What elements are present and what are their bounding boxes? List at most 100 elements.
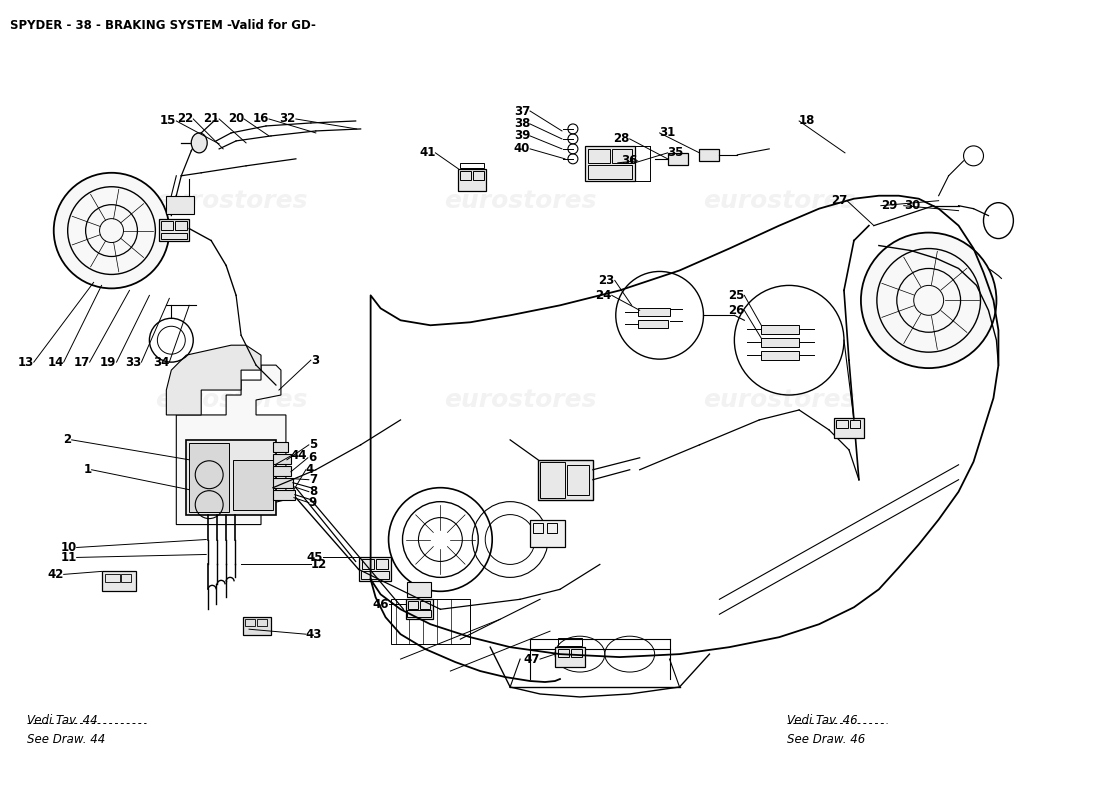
- Bar: [638, 308, 670, 316]
- Text: 19: 19: [100, 356, 117, 369]
- Text: 20: 20: [228, 113, 244, 126]
- Bar: [571, 649, 582, 657]
- Text: eurostores: eurostores: [444, 189, 596, 213]
- Text: 21: 21: [202, 113, 219, 126]
- Bar: [160, 218, 189, 241]
- Text: 23: 23: [598, 274, 615, 287]
- Bar: [359, 558, 390, 582]
- Bar: [761, 351, 799, 360]
- Text: 25: 25: [728, 289, 745, 302]
- Text: 30: 30: [904, 199, 920, 212]
- Bar: [460, 163, 484, 168]
- Text: 27: 27: [830, 194, 847, 207]
- Text: 22: 22: [177, 113, 194, 126]
- Text: 37: 37: [514, 105, 530, 118]
- Text: 18: 18: [799, 114, 815, 127]
- Text: 12: 12: [311, 558, 327, 571]
- Text: 31: 31: [660, 126, 675, 139]
- Polygon shape: [176, 365, 286, 525]
- Bar: [104, 574, 120, 582]
- Text: 29: 29: [881, 199, 898, 212]
- Text: 47: 47: [524, 653, 540, 666]
- Text: SPYDER - 38 - BRAKING SYSTEM -Valid for GD-: SPYDER - 38 - BRAKING SYSTEM -Valid for …: [10, 19, 316, 32]
- Bar: [459, 169, 486, 190]
- Text: 33: 33: [125, 356, 142, 369]
- Text: 2: 2: [64, 434, 72, 446]
- Text: 11: 11: [60, 551, 77, 564]
- Bar: [668, 153, 688, 165]
- Bar: [850, 420, 860, 428]
- Text: 38: 38: [514, 118, 530, 130]
- Text: 15: 15: [160, 114, 176, 127]
- Bar: [162, 221, 174, 230]
- Text: 41: 41: [419, 146, 436, 159]
- Bar: [566, 465, 588, 494]
- Text: 3: 3: [311, 354, 319, 366]
- Text: eurostores: eurostores: [703, 189, 856, 213]
- Bar: [273, 442, 288, 452]
- Bar: [273, 454, 290, 464]
- Bar: [547, 522, 557, 533]
- Text: 26: 26: [728, 304, 745, 317]
- Text: 35: 35: [668, 146, 684, 159]
- Ellipse shape: [861, 233, 997, 368]
- Bar: [121, 574, 132, 582]
- Bar: [166, 196, 195, 214]
- Bar: [273, 466, 290, 476]
- Text: 13: 13: [18, 356, 34, 369]
- Polygon shape: [166, 345, 261, 415]
- Text: 6: 6: [308, 451, 316, 464]
- Bar: [460, 170, 471, 180]
- Text: 34: 34: [153, 356, 169, 369]
- Bar: [761, 326, 799, 334]
- Bar: [558, 649, 569, 657]
- Text: 8: 8: [309, 485, 317, 498]
- Bar: [587, 165, 631, 178]
- Text: 24: 24: [595, 289, 612, 302]
- Text: 14: 14: [47, 356, 64, 369]
- Text: 45: 45: [306, 551, 322, 564]
- Bar: [540, 462, 565, 498]
- Bar: [587, 149, 609, 163]
- Bar: [162, 233, 187, 238]
- Bar: [390, 599, 471, 644]
- Text: 40: 40: [514, 142, 530, 155]
- Bar: [420, 602, 430, 610]
- Bar: [101, 571, 136, 591]
- Bar: [245, 619, 255, 626]
- Text: 1: 1: [84, 463, 91, 476]
- Bar: [700, 149, 719, 161]
- Bar: [189, 443, 229, 512]
- Bar: [362, 559, 374, 570]
- Bar: [407, 610, 431, 618]
- Bar: [257, 619, 267, 626]
- Text: 43: 43: [306, 628, 322, 641]
- Text: eurostores: eurostores: [155, 388, 307, 412]
- Text: 28: 28: [614, 133, 629, 146]
- Bar: [556, 647, 585, 667]
- Ellipse shape: [54, 173, 169, 288]
- Bar: [538, 460, 593, 500]
- Ellipse shape: [191, 133, 207, 153]
- Bar: [186, 440, 276, 514]
- Bar: [233, 460, 273, 510]
- Text: 10: 10: [60, 541, 77, 554]
- Text: Vedi Tav. 44
See Draw. 44: Vedi Tav. 44 See Draw. 44: [26, 714, 106, 746]
- Bar: [473, 170, 484, 180]
- Text: eurostores: eurostores: [444, 388, 596, 412]
- Text: Vedi Tav. 46
See Draw. 46: Vedi Tav. 46 See Draw. 46: [788, 714, 866, 746]
- Bar: [534, 522, 543, 533]
- Bar: [836, 420, 848, 428]
- Text: 5: 5: [309, 438, 317, 451]
- Text: 9: 9: [309, 496, 317, 509]
- Bar: [638, 320, 668, 328]
- Bar: [243, 618, 271, 635]
- Text: eurostores: eurostores: [155, 189, 307, 213]
- Bar: [585, 146, 635, 181]
- Bar: [407, 582, 431, 598]
- Bar: [175, 221, 187, 230]
- Bar: [273, 490, 295, 500]
- Text: 17: 17: [74, 356, 89, 369]
- Text: 32: 32: [279, 113, 296, 126]
- Bar: [612, 149, 631, 163]
